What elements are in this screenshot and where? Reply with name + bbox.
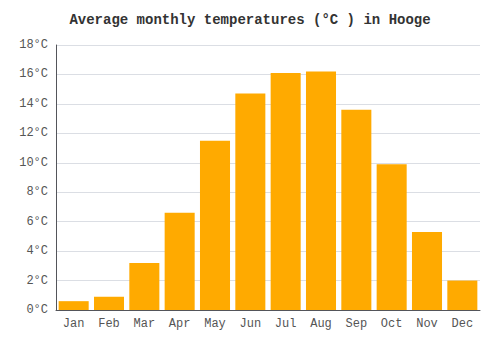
svg-text:14°C: 14°C: [19, 97, 48, 111]
svg-text:10°C: 10°C: [19, 156, 48, 170]
svg-text:Feb: Feb: [98, 317, 120, 331]
svg-text:Jun: Jun: [240, 317, 262, 331]
svg-text:4°C: 4°C: [26, 244, 48, 258]
svg-text:Apr: Apr: [169, 317, 191, 331]
svg-text:16°C: 16°C: [19, 67, 48, 81]
svg-text:Mar: Mar: [134, 317, 156, 331]
svg-text:Oct: Oct: [381, 317, 403, 331]
svg-text:Jul: Jul: [275, 317, 297, 331]
svg-text:8°C: 8°C: [26, 185, 48, 199]
svg-text:May: May: [204, 317, 226, 331]
svg-text:12°C: 12°C: [19, 126, 48, 140]
svg-text:18°C: 18°C: [19, 38, 48, 52]
svg-text:Dec: Dec: [452, 317, 474, 331]
svg-text:2°C: 2°C: [26, 274, 48, 288]
svg-text:0°C: 0°C: [26, 303, 48, 317]
svg-text:Jan: Jan: [63, 317, 85, 331]
svg-text:6°C: 6°C: [26, 215, 48, 229]
svg-text:Average monthly temperatures (: Average monthly temperatures (°C ) in Ho…: [69, 12, 430, 28]
svg-text:Nov: Nov: [416, 317, 438, 331]
svg-text:Aug: Aug: [310, 317, 332, 331]
svg-text:Sep: Sep: [346, 317, 368, 331]
